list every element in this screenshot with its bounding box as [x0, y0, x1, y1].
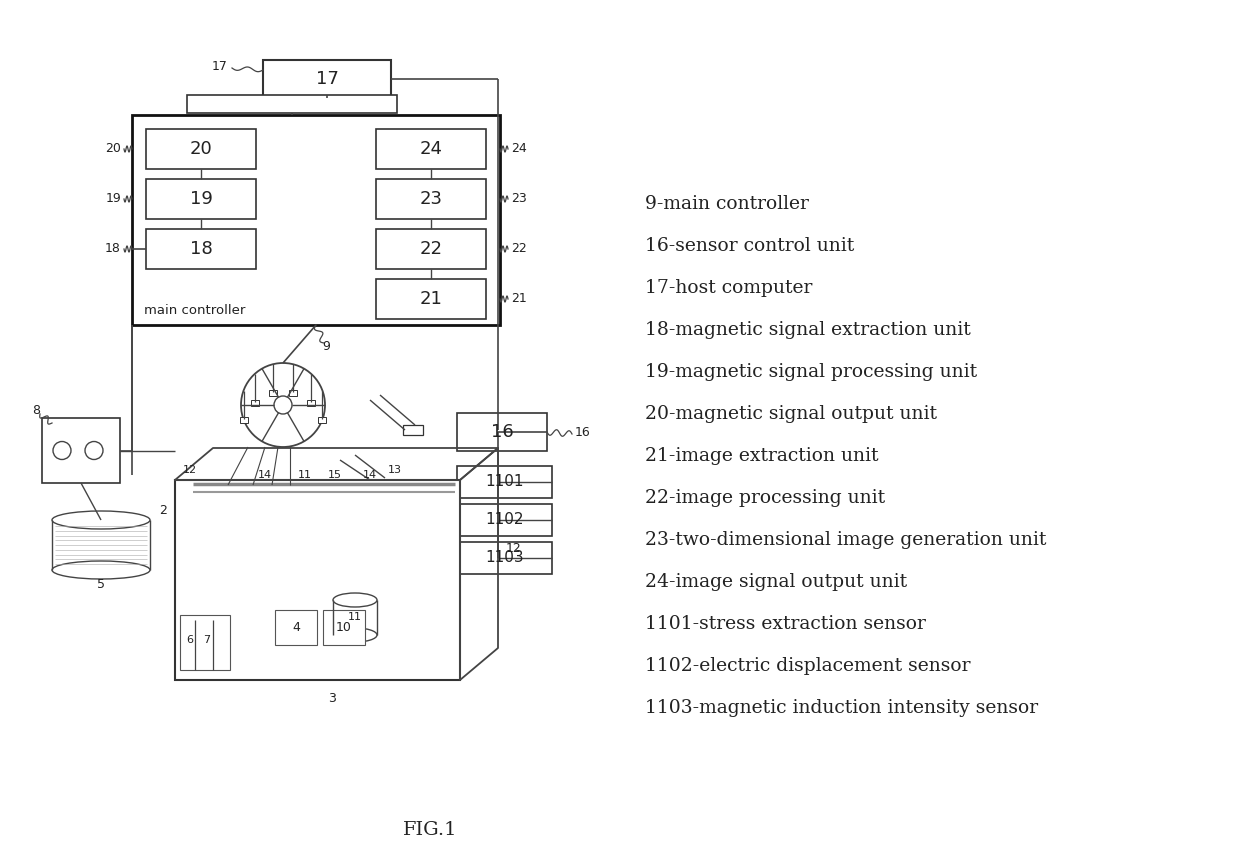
Text: 2: 2 [159, 503, 167, 516]
Text: 20-magnetic signal output unit: 20-magnetic signal output unit [645, 405, 937, 423]
FancyBboxPatch shape [376, 179, 486, 219]
Text: 22: 22 [419, 240, 443, 258]
Text: 15: 15 [329, 470, 342, 480]
Text: 1102: 1102 [485, 513, 523, 527]
FancyBboxPatch shape [239, 417, 248, 423]
Text: 3: 3 [329, 691, 336, 705]
FancyBboxPatch shape [458, 413, 547, 451]
Text: 7: 7 [203, 635, 211, 645]
Text: 18-magnetic signal extraction unit: 18-magnetic signal extraction unit [645, 321, 971, 339]
Text: 23: 23 [511, 192, 527, 205]
Text: 1102-electric displacement sensor: 1102-electric displacement sensor [645, 657, 971, 675]
Text: 16: 16 [575, 425, 590, 438]
Text: 9: 9 [322, 340, 330, 353]
FancyBboxPatch shape [376, 229, 486, 269]
Text: 19: 19 [190, 190, 212, 208]
Text: 4: 4 [293, 621, 300, 634]
Text: 1103-magnetic induction intensity sensor: 1103-magnetic induction intensity sensor [645, 699, 1038, 717]
Text: 19-magnetic signal processing unit: 19-magnetic signal processing unit [645, 363, 977, 381]
FancyBboxPatch shape [458, 466, 552, 498]
Text: 6: 6 [186, 635, 193, 645]
Text: 14: 14 [258, 470, 272, 480]
Text: 1103: 1103 [485, 551, 523, 565]
Text: FIG.1: FIG.1 [403, 821, 458, 839]
Text: 22: 22 [511, 242, 527, 255]
FancyBboxPatch shape [175, 480, 460, 680]
FancyBboxPatch shape [319, 417, 326, 423]
Text: 5: 5 [97, 578, 105, 591]
FancyBboxPatch shape [376, 279, 486, 319]
FancyBboxPatch shape [250, 400, 259, 406]
FancyBboxPatch shape [146, 179, 255, 219]
Text: 24-image signal output unit: 24-image signal output unit [645, 573, 908, 591]
Text: 21: 21 [511, 293, 527, 306]
Text: 20: 20 [105, 143, 122, 156]
FancyBboxPatch shape [289, 391, 298, 397]
FancyBboxPatch shape [322, 610, 365, 645]
Text: 21: 21 [419, 290, 443, 308]
FancyBboxPatch shape [42, 418, 120, 483]
Text: 17: 17 [212, 61, 228, 74]
FancyBboxPatch shape [187, 95, 397, 113]
Text: 8: 8 [32, 404, 40, 417]
Text: 17-host computer: 17-host computer [645, 279, 812, 297]
Text: 21-image extraction unit: 21-image extraction unit [645, 447, 878, 465]
Text: 19: 19 [105, 192, 122, 205]
Text: 9-main controller: 9-main controller [645, 195, 808, 213]
Text: 11: 11 [298, 470, 312, 480]
Text: 11: 11 [348, 612, 362, 622]
Text: 20: 20 [190, 140, 212, 158]
FancyBboxPatch shape [458, 542, 552, 574]
Text: 24: 24 [419, 140, 443, 158]
Text: 16-sensor control unit: 16-sensor control unit [645, 237, 854, 255]
Text: 12: 12 [506, 541, 522, 554]
Text: 17: 17 [315, 70, 339, 88]
Text: 1101-stress extraction sensor: 1101-stress extraction sensor [645, 615, 926, 633]
Text: 13: 13 [388, 465, 402, 475]
FancyBboxPatch shape [275, 610, 317, 645]
Text: 22-image processing unit: 22-image processing unit [645, 489, 885, 507]
Text: 23: 23 [419, 190, 443, 208]
FancyBboxPatch shape [403, 425, 423, 435]
Text: 10: 10 [336, 621, 352, 634]
Text: 16: 16 [491, 423, 513, 441]
Text: 12: 12 [184, 465, 197, 475]
FancyBboxPatch shape [376, 129, 486, 169]
Text: 14: 14 [363, 470, 377, 480]
FancyBboxPatch shape [146, 129, 255, 169]
FancyBboxPatch shape [146, 229, 255, 269]
Text: 23-two-dimensional image generation unit: 23-two-dimensional image generation unit [645, 531, 1047, 549]
FancyBboxPatch shape [308, 400, 315, 406]
FancyBboxPatch shape [269, 391, 277, 397]
Text: 24: 24 [511, 143, 527, 156]
Text: 1101: 1101 [485, 475, 523, 489]
Text: 18: 18 [190, 240, 212, 258]
Text: 18: 18 [105, 242, 122, 255]
FancyBboxPatch shape [131, 115, 500, 325]
FancyBboxPatch shape [458, 504, 552, 536]
FancyBboxPatch shape [263, 60, 391, 98]
FancyBboxPatch shape [180, 615, 229, 670]
Text: main controller: main controller [144, 305, 246, 318]
